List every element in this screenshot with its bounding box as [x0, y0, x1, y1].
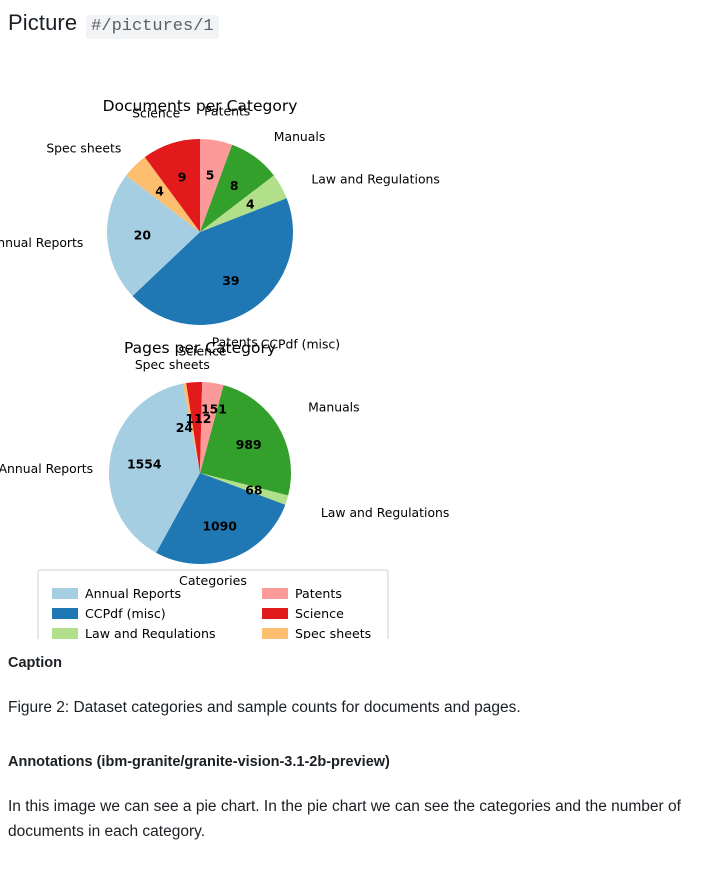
pie-slices-pages [108, 382, 292, 565]
pie-slice [200, 175, 287, 232]
pie-category-label: Law and Regulations [311, 171, 439, 186]
pie-category-label: Spec sheets [46, 140, 121, 155]
pie-category-label: CCPdf (misc) [261, 337, 340, 352]
pie-slice [108, 383, 200, 553]
pie-slice [182, 383, 200, 473]
pie-slice [200, 385, 292, 496]
pie-category-label: Science [132, 106, 180, 121]
pie-slice [126, 157, 200, 232]
figure-container: Documents per Category 5 8 4 39 20 4 9 Patents… [0, 39, 724, 639]
pie-slice [132, 198, 293, 326]
chart-legend: Categories Annual Reports CCPdf (misc) Law… [37, 569, 389, 639]
pie-slice-value: 24 [176, 420, 194, 435]
pie-slice [186, 382, 203, 473]
legend-swatch [262, 608, 288, 619]
pie-slice [200, 139, 233, 232]
page-header: Picture #/pictures/1 [0, 0, 724, 39]
figure-metadata: Caption Figure 2: Dataset categories and… [0, 639, 724, 844]
pie-slice [200, 473, 289, 505]
pie-category-label: Patents [204, 104, 250, 119]
pie-slice-value: 151 [201, 402, 227, 417]
pie-category-label: Manuals [308, 400, 359, 415]
annotations-text: In this image we can see a pie chart. In… [8, 797, 681, 840]
pie-slice [200, 382, 224, 473]
chart-pages-per-category: Pages per Category 989 68 1090 1554 24112151… [0, 334, 449, 603]
pie-slice-value: 9 [178, 170, 187, 185]
legend-label: Annual Reports [85, 586, 181, 601]
legend-label: Patents [295, 586, 342, 601]
pie-category-label: Spec sheets [135, 357, 210, 372]
pie-slice-value: 39 [222, 273, 239, 288]
legend-swatch [52, 608, 78, 619]
legend-label: CCPdf (misc) [85, 606, 166, 621]
caption-heading: Caption [8, 655, 62, 671]
legend-swatch [52, 588, 78, 599]
pie-category-label: Manuals [274, 129, 325, 144]
pie-category-label: Science [178, 343, 226, 358]
pie-slice-value: 8 [230, 178, 239, 193]
pie-slice-value: 20 [134, 228, 152, 243]
pie-slice-value: 112 [185, 411, 211, 426]
page-title: Picture [8, 10, 78, 35]
pie-slice [200, 144, 274, 232]
legend-swatch [262, 588, 288, 599]
pie-category-labels-documents: Patents Manuals Law and Regulations CCPdf (… [0, 104, 440, 352]
pie-category-label: Patents [212, 334, 258, 349]
chart-title-pages: Pages per Category [124, 339, 276, 357]
pie-slice-value: 1090 [202, 518, 237, 533]
legend-title: Categories [179, 573, 247, 588]
legend-swatch [52, 628, 78, 639]
legend-swatch [262, 628, 288, 639]
legend-items: Annual Reports CCPdf (misc) Law and Regula… [52, 586, 371, 639]
pie-slice-value: 4 [246, 196, 255, 211]
pie-slice [106, 175, 200, 296]
caption-text: Figure 2: Dataset categories and sample … [8, 699, 521, 717]
legend-label: Science [295, 606, 344, 621]
pie-slice [156, 473, 286, 565]
pie-slice-value: 4 [155, 183, 164, 198]
chart-title-documents: Documents per Category [103, 97, 298, 115]
pie-slice-value: 68 [245, 482, 262, 497]
pie-slice-value: 1554 [127, 457, 162, 472]
pie-category-label: Annual Reports [0, 235, 83, 250]
legend-box [37, 569, 389, 639]
pie-slices-documents [106, 139, 293, 326]
pie-slice [144, 139, 200, 232]
picture-anchor-link[interactable]: #/pictures/1 [86, 15, 219, 39]
pie-slice-value: 5 [206, 168, 215, 183]
legend-label: Law and Regulations [85, 626, 216, 639]
pie-category-label: Annual Reports [0, 461, 93, 476]
pie-slice-value: 989 [236, 437, 262, 452]
annotations-heading: Annotations (ibm-granite/granite-vision-… [8, 753, 390, 770]
legend-label: Spec sheets [295, 626, 371, 639]
pie-category-label: Law and Regulations [321, 505, 449, 520]
